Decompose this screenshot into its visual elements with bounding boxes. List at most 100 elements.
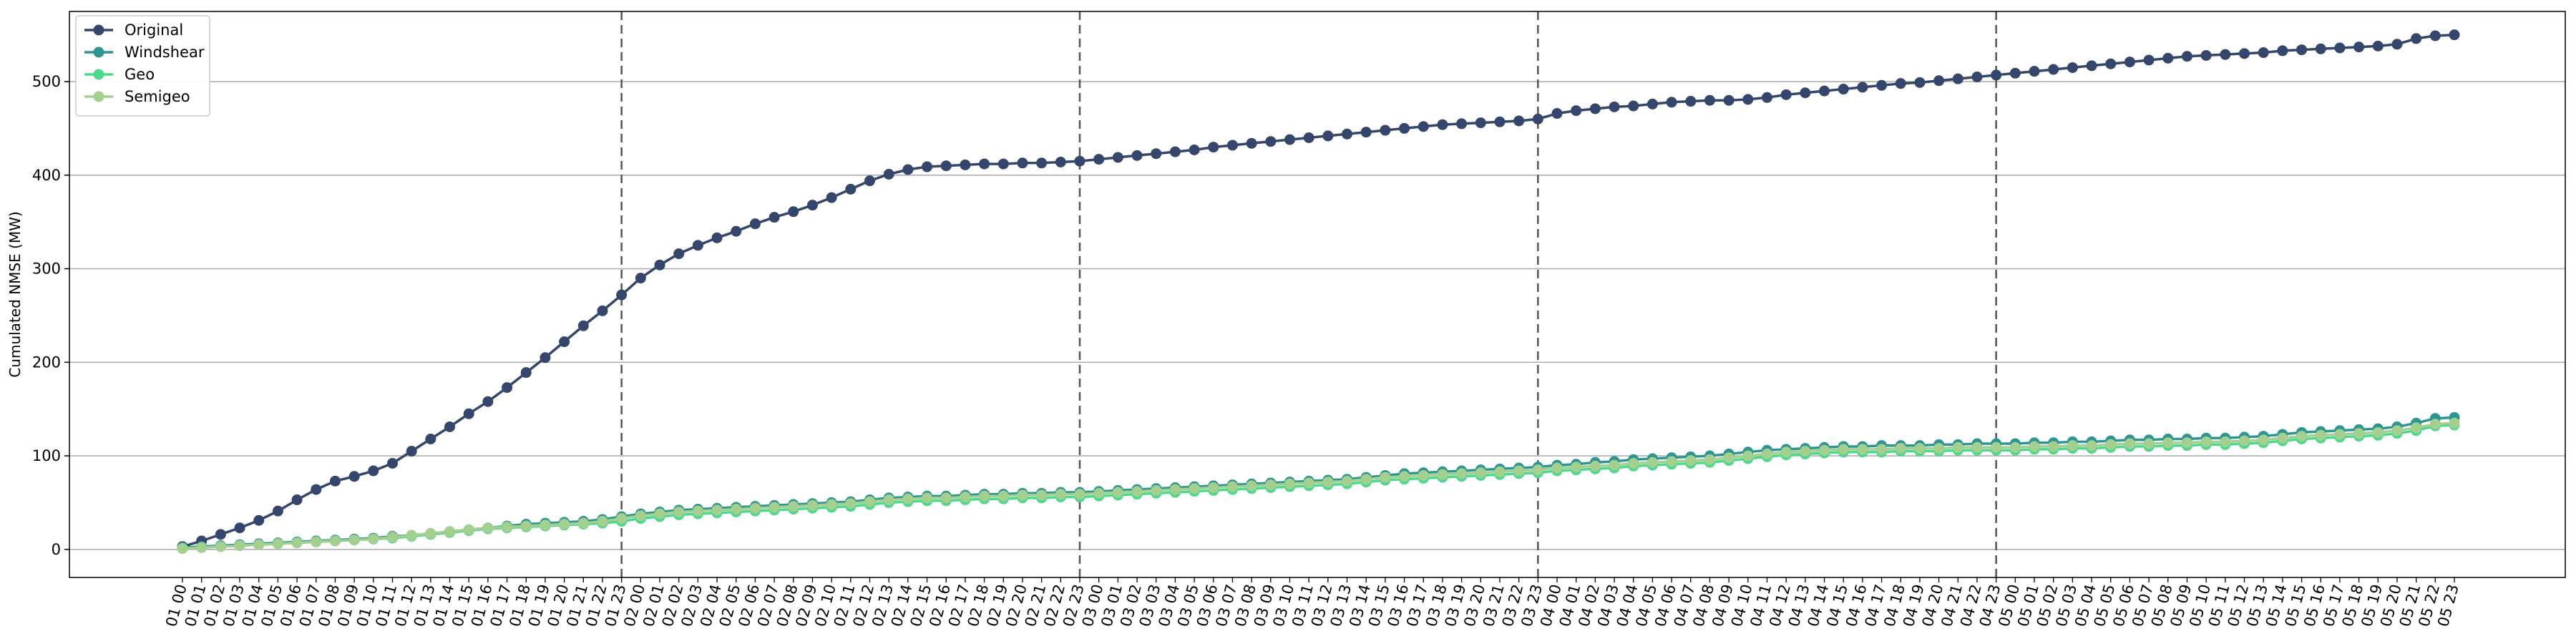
data-point-original (1646, 98, 1658, 109)
data-point-original (1456, 118, 1468, 130)
data-point-original (2315, 43, 2326, 54)
data-point-semigeo (1475, 467, 1486, 479)
data-point-semigeo (1895, 443, 1906, 454)
data-point-original (1189, 145, 1200, 156)
data-point-original (2277, 45, 2288, 57)
data-point-semigeo (2181, 437, 2192, 449)
data-point-semigeo (2162, 437, 2174, 449)
data-point-semigeo (2200, 436, 2212, 447)
data-point-original (2391, 39, 2403, 50)
data-point-original (845, 183, 857, 195)
data-point-semigeo (616, 513, 628, 525)
data-point-semigeo (1246, 480, 1257, 492)
data-point-semigeo (1303, 477, 1314, 489)
data-point-original (291, 494, 303, 505)
data-point-semigeo (1571, 462, 1582, 473)
data-point-semigeo (1666, 456, 1677, 467)
data-point-semigeo (769, 502, 780, 513)
data-point-semigeo (2315, 429, 2326, 441)
data-point-semigeo (559, 518, 570, 530)
data-point-original (1399, 122, 1410, 134)
data-point-semigeo (1628, 457, 1639, 469)
data-point-semigeo (253, 539, 265, 550)
data-point-semigeo (386, 532, 398, 543)
data-point-semigeo (1112, 487, 1123, 498)
data-point-semigeo (2220, 436, 2231, 447)
data-point-original (1303, 132, 1314, 144)
data-point-original (1780, 89, 1792, 100)
data-point-original (1933, 75, 1945, 87)
data-point-semigeo (1055, 489, 1066, 500)
data-point-original (1208, 142, 1219, 153)
data-point-semigeo (883, 494, 894, 505)
data-point-semigeo (2429, 419, 2441, 430)
legend: Original Windshear Geo Semigeo (75, 15, 210, 117)
data-point-original (520, 367, 532, 379)
data-point-original (1952, 73, 1963, 84)
data-point-semigeo (1800, 445, 1811, 457)
data-point-original (922, 161, 933, 172)
data-point-semigeo (1914, 443, 1926, 454)
y-tick-label: 400 (32, 167, 61, 184)
data-point-semigeo (177, 542, 188, 554)
data-point-semigeo (1609, 459, 1620, 471)
data-point-semigeo (1093, 487, 1105, 499)
data-point-semigeo (749, 502, 761, 514)
data-point-semigeo (1933, 443, 1945, 454)
data-point-semigeo (1838, 444, 1849, 455)
y-tick-label: 500 (32, 73, 61, 90)
data-point-original (1437, 119, 1448, 130)
data-point-semigeo (731, 504, 742, 515)
data-point-semigeo (1418, 469, 1429, 481)
data-point-original (711, 232, 723, 243)
data-point-semigeo (1532, 464, 1543, 476)
data-point-semigeo (1742, 450, 1754, 462)
data-point-original (1112, 152, 1123, 163)
data-point-original (1380, 125, 1391, 136)
data-point-semigeo (1151, 484, 1162, 496)
data-point-semigeo (1380, 472, 1391, 483)
data-point-original (1589, 103, 1601, 114)
data-point-original (577, 320, 589, 331)
data-point-original (2009, 67, 2021, 79)
data-point-semigeo (1704, 454, 1715, 465)
data-point-semigeo (234, 540, 245, 552)
data-point-original (1475, 117, 1486, 129)
data-point-semigeo (1991, 441, 2002, 453)
y-tick-label: 0 (52, 541, 61, 558)
data-point-semigeo (348, 535, 360, 546)
data-point-original (386, 457, 398, 469)
y-tick-label: 300 (32, 260, 61, 278)
data-point-original (883, 168, 894, 180)
data-point-semigeo (1589, 460, 1601, 472)
data-point-original (940, 160, 952, 172)
data-point-original (826, 192, 837, 203)
data-point-semigeo (902, 493, 914, 504)
data-point-original (2372, 40, 2384, 52)
data-point-original (806, 200, 818, 211)
data-point-original (2411, 33, 2422, 44)
data-point-semigeo (520, 520, 532, 532)
legend-marker-semigeo (93, 91, 104, 102)
data-point-semigeo (463, 524, 474, 535)
data-point-semigeo (940, 492, 952, 504)
data-point-original (1131, 150, 1143, 161)
data-point-original (1284, 134, 1295, 145)
data-point-original (2296, 44, 2308, 56)
data-point-original (1876, 79, 1888, 91)
data-point-semigeo (1494, 466, 1506, 477)
data-point-original (2029, 66, 2040, 77)
data-point-original (311, 484, 322, 495)
data-point-original (2429, 30, 2441, 42)
data-point-original (1551, 108, 1563, 119)
data-point-original (673, 248, 685, 260)
data-point-original (2105, 58, 2117, 69)
data-point-original (1418, 121, 1429, 132)
data-point-semigeo (997, 490, 1009, 502)
data-point-original (1685, 96, 1697, 107)
data-point-semigeo (2009, 441, 2021, 453)
data-point-original (559, 336, 570, 348)
data-point-semigeo (1646, 457, 1658, 468)
data-point-semigeo (482, 522, 494, 534)
